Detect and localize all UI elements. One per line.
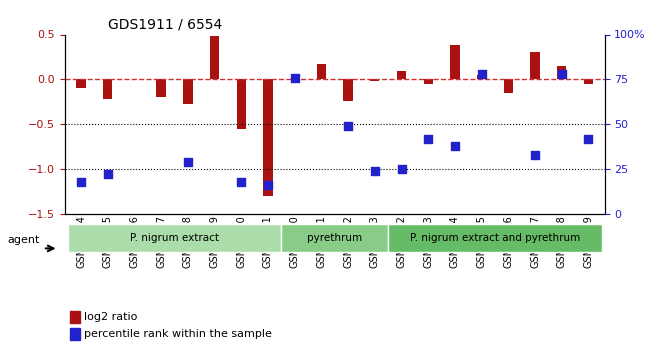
Point: [343, 123, 354, 129]
Bar: [70, 310, 80, 323]
Point: [183, 159, 193, 165]
FancyBboxPatch shape: [388, 224, 602, 252]
Point: [476, 71, 487, 77]
Point: [263, 183, 273, 188]
Bar: [263, 79, 272, 196]
Bar: [530, 52, 540, 79]
Text: percentile rank within the sample: percentile rank within the sample: [84, 329, 272, 339]
Point: [583, 136, 593, 141]
Point: [556, 71, 567, 77]
Point: [423, 136, 434, 141]
Bar: [157, 79, 166, 97]
Point: [236, 179, 246, 184]
Point: [289, 75, 300, 80]
Bar: [450, 45, 460, 79]
Bar: [343, 79, 353, 101]
Point: [450, 143, 460, 148]
Point: [103, 172, 113, 177]
Point: [370, 168, 380, 174]
Bar: [557, 66, 566, 79]
Text: P. nigrum extract and pyrethrum: P. nigrum extract and pyrethrum: [410, 233, 580, 243]
Bar: [70, 328, 80, 340]
Text: pyrethrum: pyrethrum: [307, 233, 362, 243]
Bar: [103, 79, 112, 99]
Bar: [424, 79, 433, 84]
Point: [76, 179, 86, 184]
Bar: [183, 79, 192, 104]
Bar: [584, 79, 593, 84]
Bar: [397, 71, 406, 79]
FancyBboxPatch shape: [68, 224, 281, 252]
Text: P. nigrum extract: P. nigrum extract: [130, 233, 219, 243]
Text: agent: agent: [8, 235, 40, 245]
Point: [396, 166, 407, 172]
Bar: [76, 79, 86, 88]
Bar: [237, 79, 246, 129]
Bar: [210, 36, 219, 79]
Text: GDS1911 / 6554: GDS1911 / 6554: [108, 18, 222, 32]
Bar: [504, 79, 513, 93]
Bar: [370, 79, 380, 81]
Point: [530, 152, 540, 157]
FancyBboxPatch shape: [281, 224, 388, 252]
Text: log2 ratio: log2 ratio: [84, 312, 137, 322]
Bar: [317, 64, 326, 79]
Bar: [477, 75, 486, 79]
